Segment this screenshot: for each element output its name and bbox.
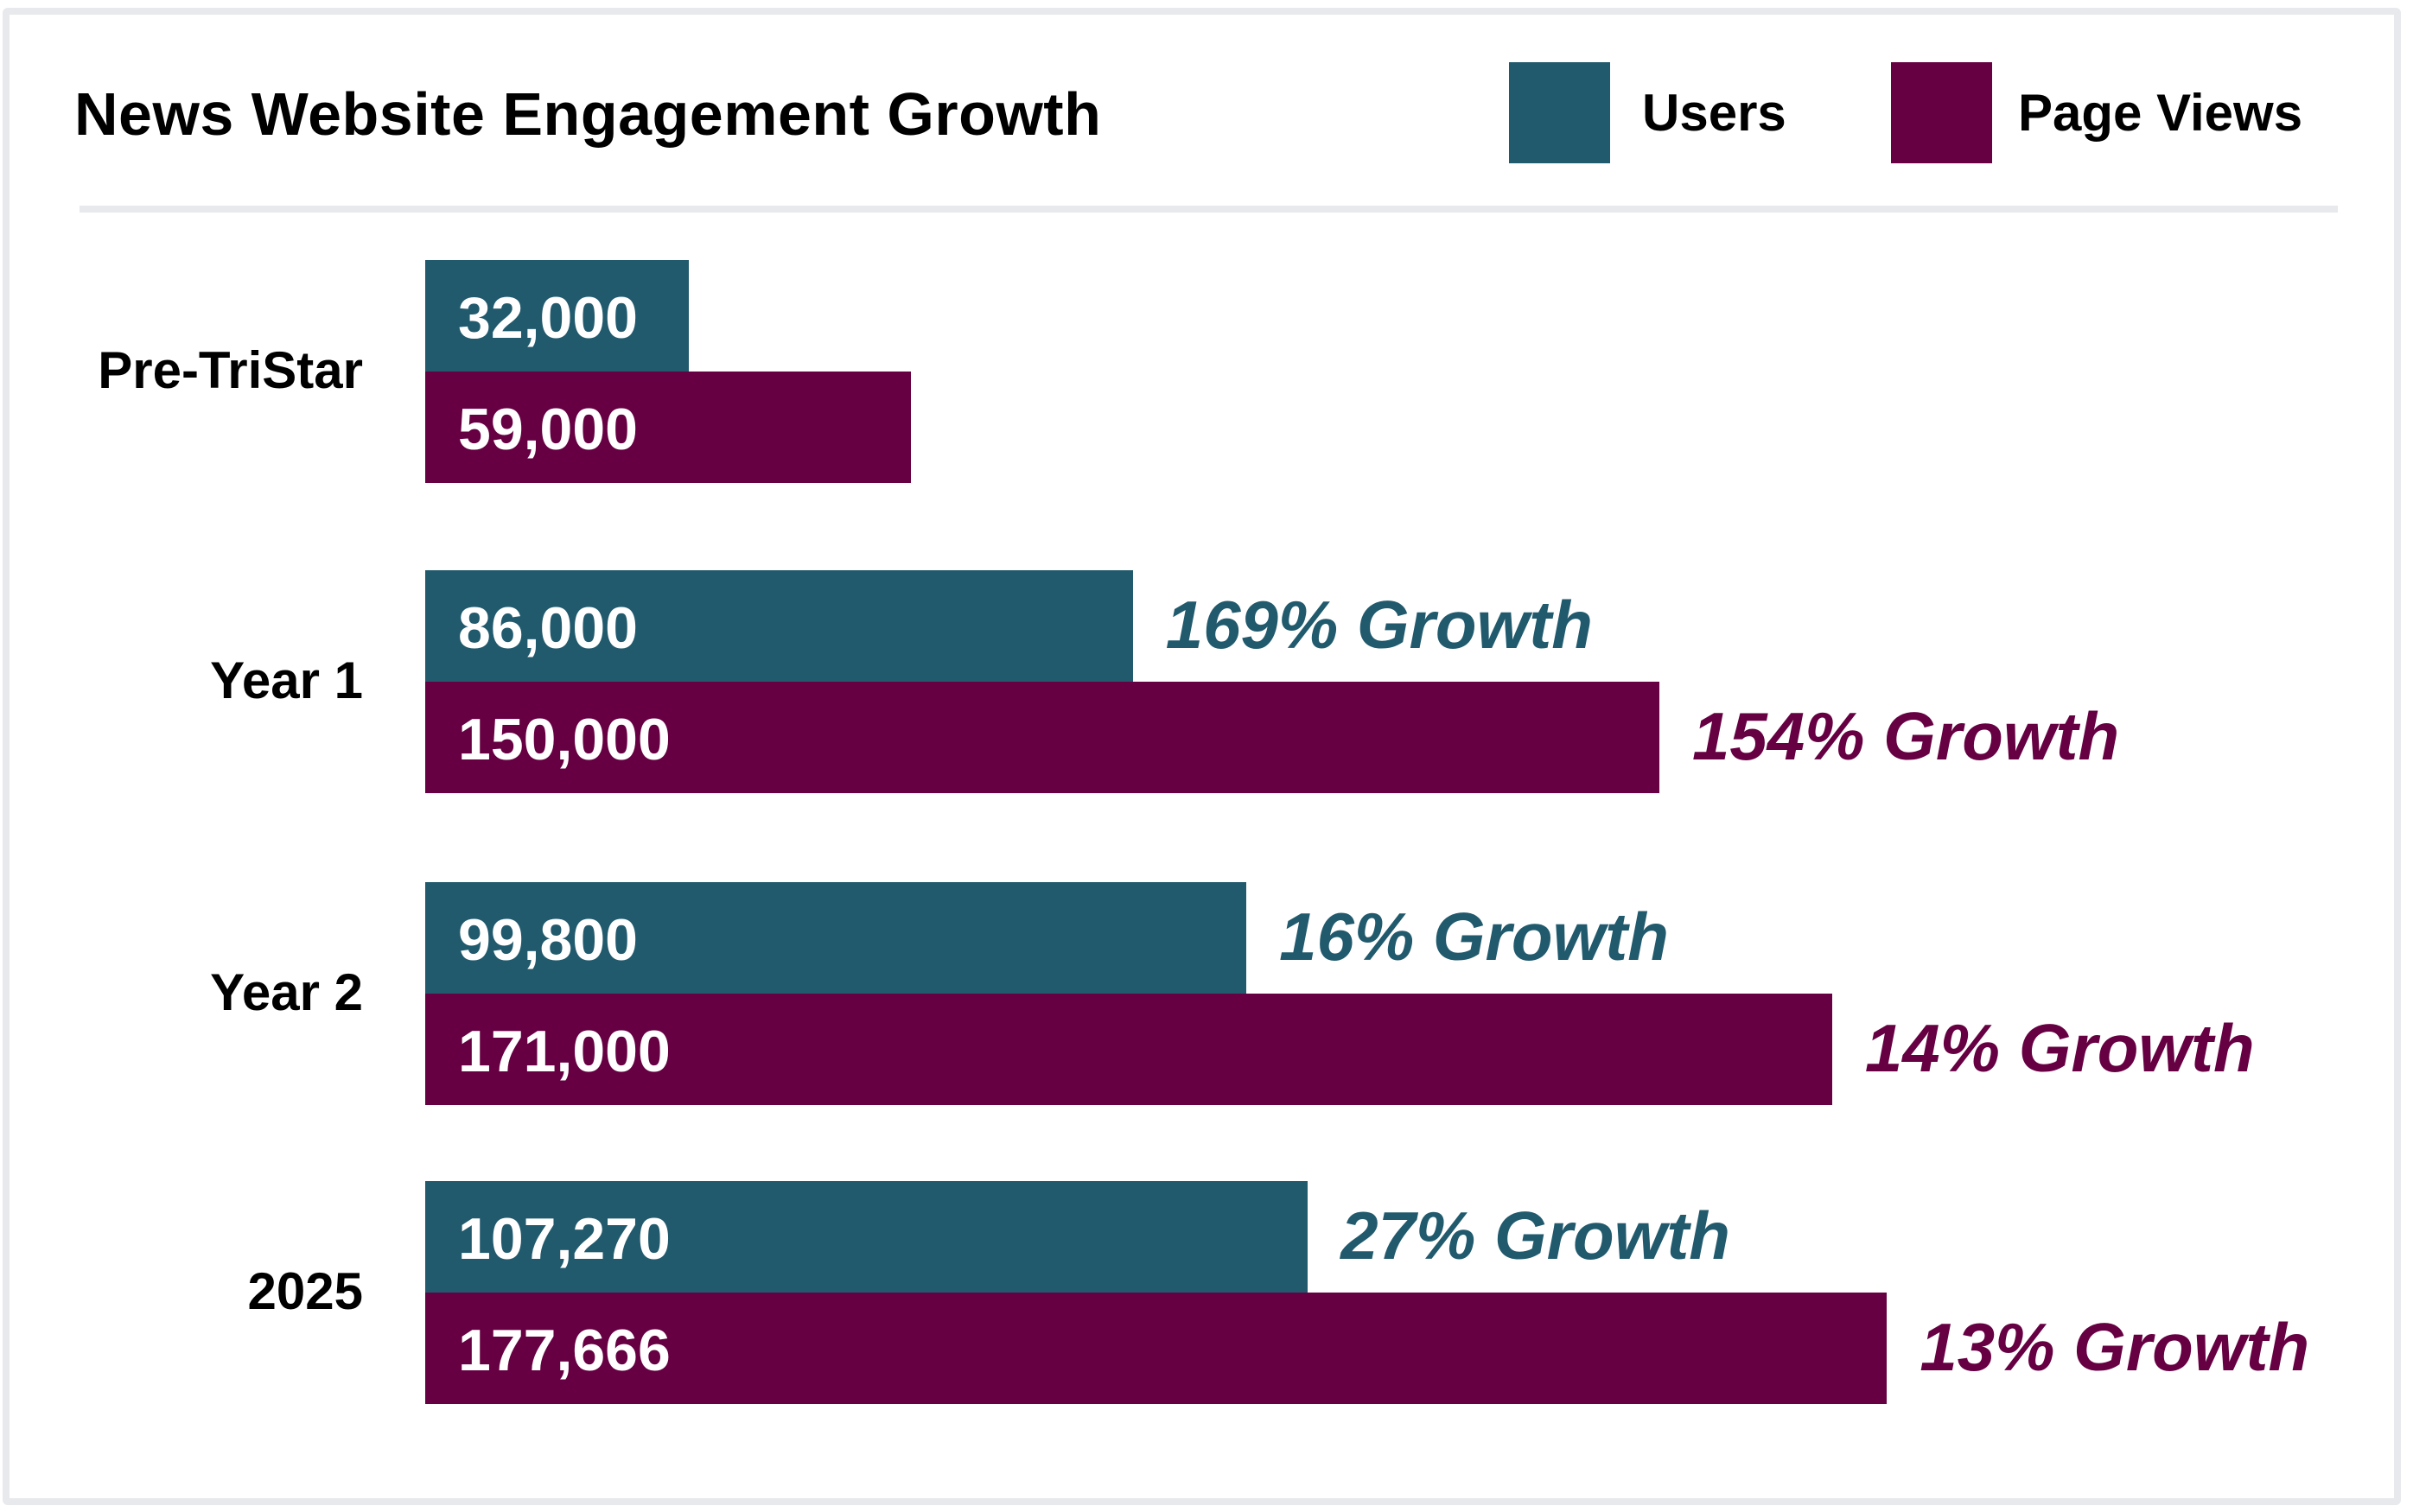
chart-title: News Website Engagement Growth: [74, 80, 1102, 148]
growth-label-users-year-2: 16% Growth: [1279, 899, 1669, 975]
growth-label-page-views-2025: 13% Growth: [1920, 1309, 2310, 1385]
title-divider: [80, 206, 2338, 213]
legend-label-page-views: Page Views: [2018, 84, 2303, 142]
bar-value-label: 86,000: [458, 595, 638, 661]
growth-label-users-year-1: 169% Growth: [1165, 587, 1593, 663]
bar-value-label: 150,000: [458, 707, 671, 772]
legend-label-users: Users: [1642, 84, 1786, 142]
bar-page-views-pre-tristar: 59,000: [425, 372, 911, 483]
bar-page-views-2025: 177,666: [425, 1293, 1888, 1404]
bar-value-label: 59,000: [458, 397, 638, 462]
bar-value-label: 99,800: [458, 907, 638, 973]
bar-users-pre-tristar: 32,000: [425, 260, 689, 372]
category-label-pre-tristar: Pre-TriStar: [98, 341, 363, 399]
category-label-year-1: Year 1: [210, 651, 363, 709]
bar-page-views-year-1: 150,000: [425, 682, 1659, 793]
category-label-2025: 2025: [247, 1262, 363, 1320]
legend-swatch-users: [1509, 62, 1610, 163]
bar-users-year-2: 99,800: [425, 882, 1247, 994]
bar-page-views-year-2: 171,000: [425, 994, 1832, 1105]
growth-label-page-views-year-1: 154% Growth: [1692, 698, 2120, 774]
growth-label-users-2025: 27% Growth: [1340, 1198, 1730, 1274]
category-label-year-2: Year 2: [210, 963, 363, 1021]
legend-swatch-page-views: [1891, 62, 1992, 163]
bar-value-label: 171,000: [458, 1019, 671, 1084]
bar-value-label: 177,666: [458, 1318, 671, 1383]
growth-label-page-views-year-2: 14% Growth: [1864, 1010, 2255, 1086]
bar-users-2025: 107,270: [425, 1181, 1308, 1293]
bar-users-year-1: 86,000: [425, 570, 1133, 682]
bar-value-label: 107,270: [458, 1206, 671, 1272]
bar-value-label: 32,000: [458, 285, 638, 351]
